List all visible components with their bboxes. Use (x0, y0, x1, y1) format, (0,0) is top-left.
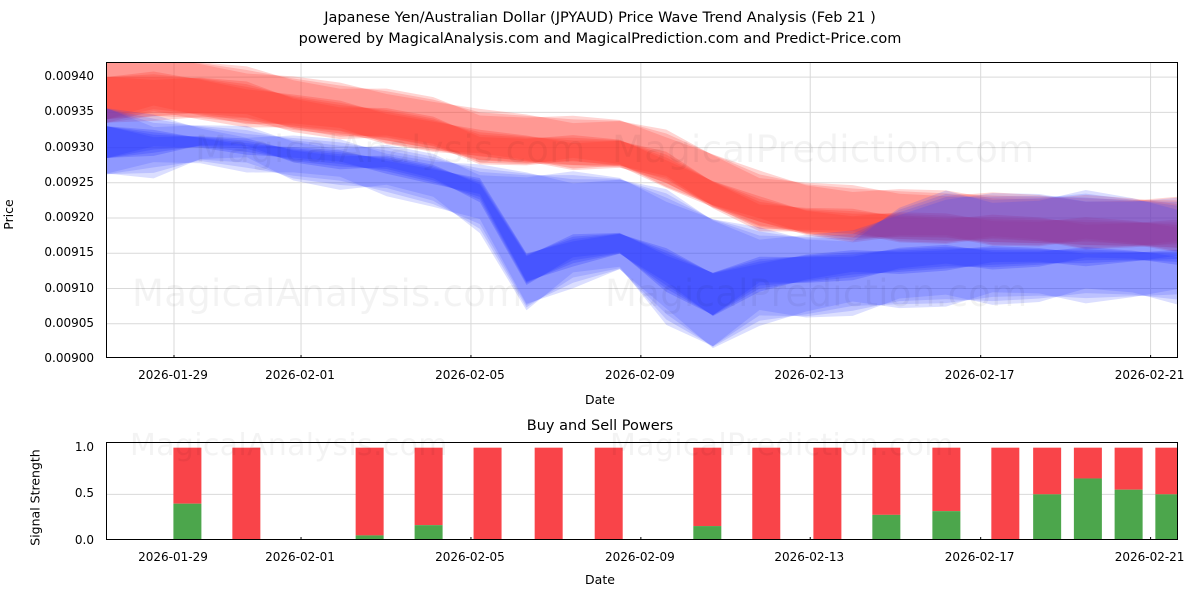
signal-bar-sell (1073, 447, 1102, 479)
signal-xtick-5: 2026-02-17 (944, 550, 1015, 564)
signal-bar-sell (1114, 447, 1143, 490)
price-wave-svg (107, 63, 1177, 357)
signal-bar-sell (752, 447, 781, 539)
price-axis-label: Price (0, 199, 16, 230)
price-x-axis-label: Date (585, 392, 615, 407)
signal-bar-buy (414, 525, 443, 539)
buy-sell-powers-plot (106, 442, 1178, 540)
signal-bar-buy (1155, 494, 1177, 539)
signal-xtick-4: 2026-02-13 (774, 550, 845, 564)
price-ytick-2: 0.00910 (44, 280, 94, 295)
signal-bar-sell (232, 447, 261, 539)
signal-bar-buy (1033, 494, 1062, 539)
signal-ytick-0: 0.0 (74, 533, 94, 547)
signal-chart-title: Buy and Sell Powers (526, 418, 674, 434)
signal-bar-sell (414, 447, 443, 526)
signal-ytick-1: 0.5 (74, 486, 94, 501)
price-xtick-1: 2026-02-01 (265, 368, 335, 382)
price-ytick-1: 0.00905 (44, 315, 94, 330)
price-ytick-3: 0.00915 (44, 245, 94, 260)
signal-xtick-3: 2026-02-09 (604, 550, 675, 564)
price-ytick-6: 0.00930 (44, 139, 94, 154)
price-xtick-2: 2026-02-05 (435, 368, 505, 382)
title-line-2: powered by MagicalAnalysis.com and Magic… (298, 31, 902, 48)
buy-sell-powers-svg (107, 447, 1177, 539)
signal-bar-sell (173, 447, 202, 504)
signal-bar-buy (932, 511, 961, 539)
page-title: Japanese Yen/Australian Dollar (JPYAUD) … (0, 8, 1200, 50)
signal-xtick-2: 2026-02-05 (435, 550, 505, 564)
signal-xtick-6: 2026-02-21 (1114, 550, 1185, 564)
signal-bar-sell (693, 447, 722, 527)
signal-bar-buy (1114, 489, 1143, 539)
signal-ytick-2: 1.0 (74, 439, 94, 454)
signal-xtick-0: 2026-01-29 (138, 550, 208, 564)
signal-bar-buy (173, 503, 202, 539)
signal-xtick-1: 2026-02-01 (265, 550, 335, 564)
price-ytick-7: 0.00935 (44, 104, 94, 119)
price-ytick-5: 0.00925 (44, 174, 94, 189)
price-ytick-8: 0.00940 (44, 69, 94, 84)
price-xtick-6: 2026-02-21 (1114, 368, 1185, 382)
signal-bar-sell (991, 447, 1020, 539)
price-ytick-4: 0.00920 (44, 210, 94, 225)
signal-bar-sell (594, 447, 623, 539)
price-ytick-0: 0.00900 (44, 351, 94, 365)
signal-bar-buy (355, 535, 384, 539)
price-xtick-5: 2026-02-17 (944, 368, 1015, 382)
signal-bar-buy (693, 526, 722, 539)
signal-bar-sell (1155, 447, 1177, 495)
signal-bar-sell (932, 447, 961, 512)
signal-bar-buy (1073, 478, 1102, 539)
price-xtick-3: 2026-02-09 (604, 368, 675, 382)
signal-x-axis-label: Date (585, 572, 615, 587)
price-xtick-4: 2026-02-13 (774, 368, 845, 382)
signal-bar-sell (355, 447, 384, 536)
signal-bar-sell (1033, 447, 1062, 495)
signal-bar-sell (813, 447, 842, 539)
price-wave-plot (106, 62, 1178, 358)
title-line-1: Japanese Yen/Australian Dollar (JPYAUD) … (324, 10, 876, 26)
signal-bar-sell (473, 447, 502, 539)
signal-bar-buy (872, 514, 901, 539)
price-xtick-0: 2026-01-29 (138, 368, 208, 382)
signal-bar-sell (872, 447, 901, 515)
signal-bar-sell (534, 447, 563, 539)
